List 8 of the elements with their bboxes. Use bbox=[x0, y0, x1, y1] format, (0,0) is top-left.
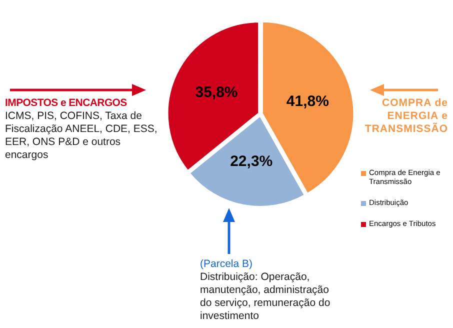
text: Distribuição: Operação, manutenção, administração do serviço, remuneração do investimento bbox=[200, 271, 332, 323]
data-label: 41,8% bbox=[286, 92, 329, 110]
text: IMPOSTOS e ENCARGOS bbox=[5, 97, 128, 110]
text: (Parcela B) bbox=[200, 258, 254, 271]
text: ICMS, PIS, COFINS, Taxa de Fiscalização ANEEL, CDE, ESS, EER, ONS P&D e outros encargos bbox=[5, 110, 158, 162]
data-label: 35,8% bbox=[195, 84, 238, 102]
data-label: 22,3% bbox=[230, 153, 273, 170]
text: COMPRA de ENERGIA e TRANSMISSÃO bbox=[364, 97, 448, 136]
